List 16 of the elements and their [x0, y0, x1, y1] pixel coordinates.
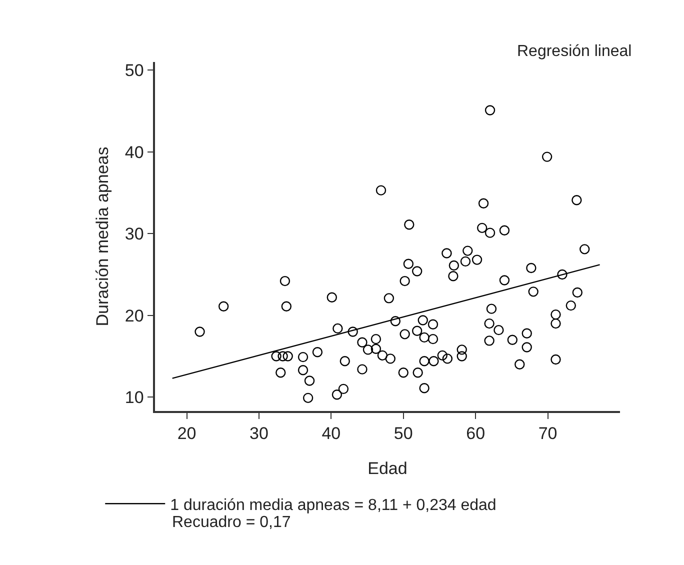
y-tick-label: 20: [124, 306, 144, 326]
text: Regresión lineal: [517, 43, 632, 60]
x-tick-label: 70: [538, 424, 558, 444]
y-tick-label: 40: [124, 142, 144, 162]
x-tick-label: 30: [250, 424, 268, 444]
text: Recuadro = 0,17: [172, 514, 291, 531]
y-axis-title: Duración media apneas: [92, 146, 112, 326]
y-tick-label: 30: [124, 224, 144, 244]
y-tick-label: 10: [124, 388, 144, 408]
legend-label: 1 duración media apneas = 8,11 + 0,234 edad: [170, 496, 496, 514]
x-axis-title: Edad: [368, 459, 408, 478]
y-tick-label: 50: [124, 61, 144, 80]
x-tick-label: 40: [322, 424, 341, 444]
x-tick-label: 50: [394, 424, 413, 444]
x-tick-label: 60: [466, 424, 486, 444]
x-tick-label: 20: [177, 424, 196, 444]
